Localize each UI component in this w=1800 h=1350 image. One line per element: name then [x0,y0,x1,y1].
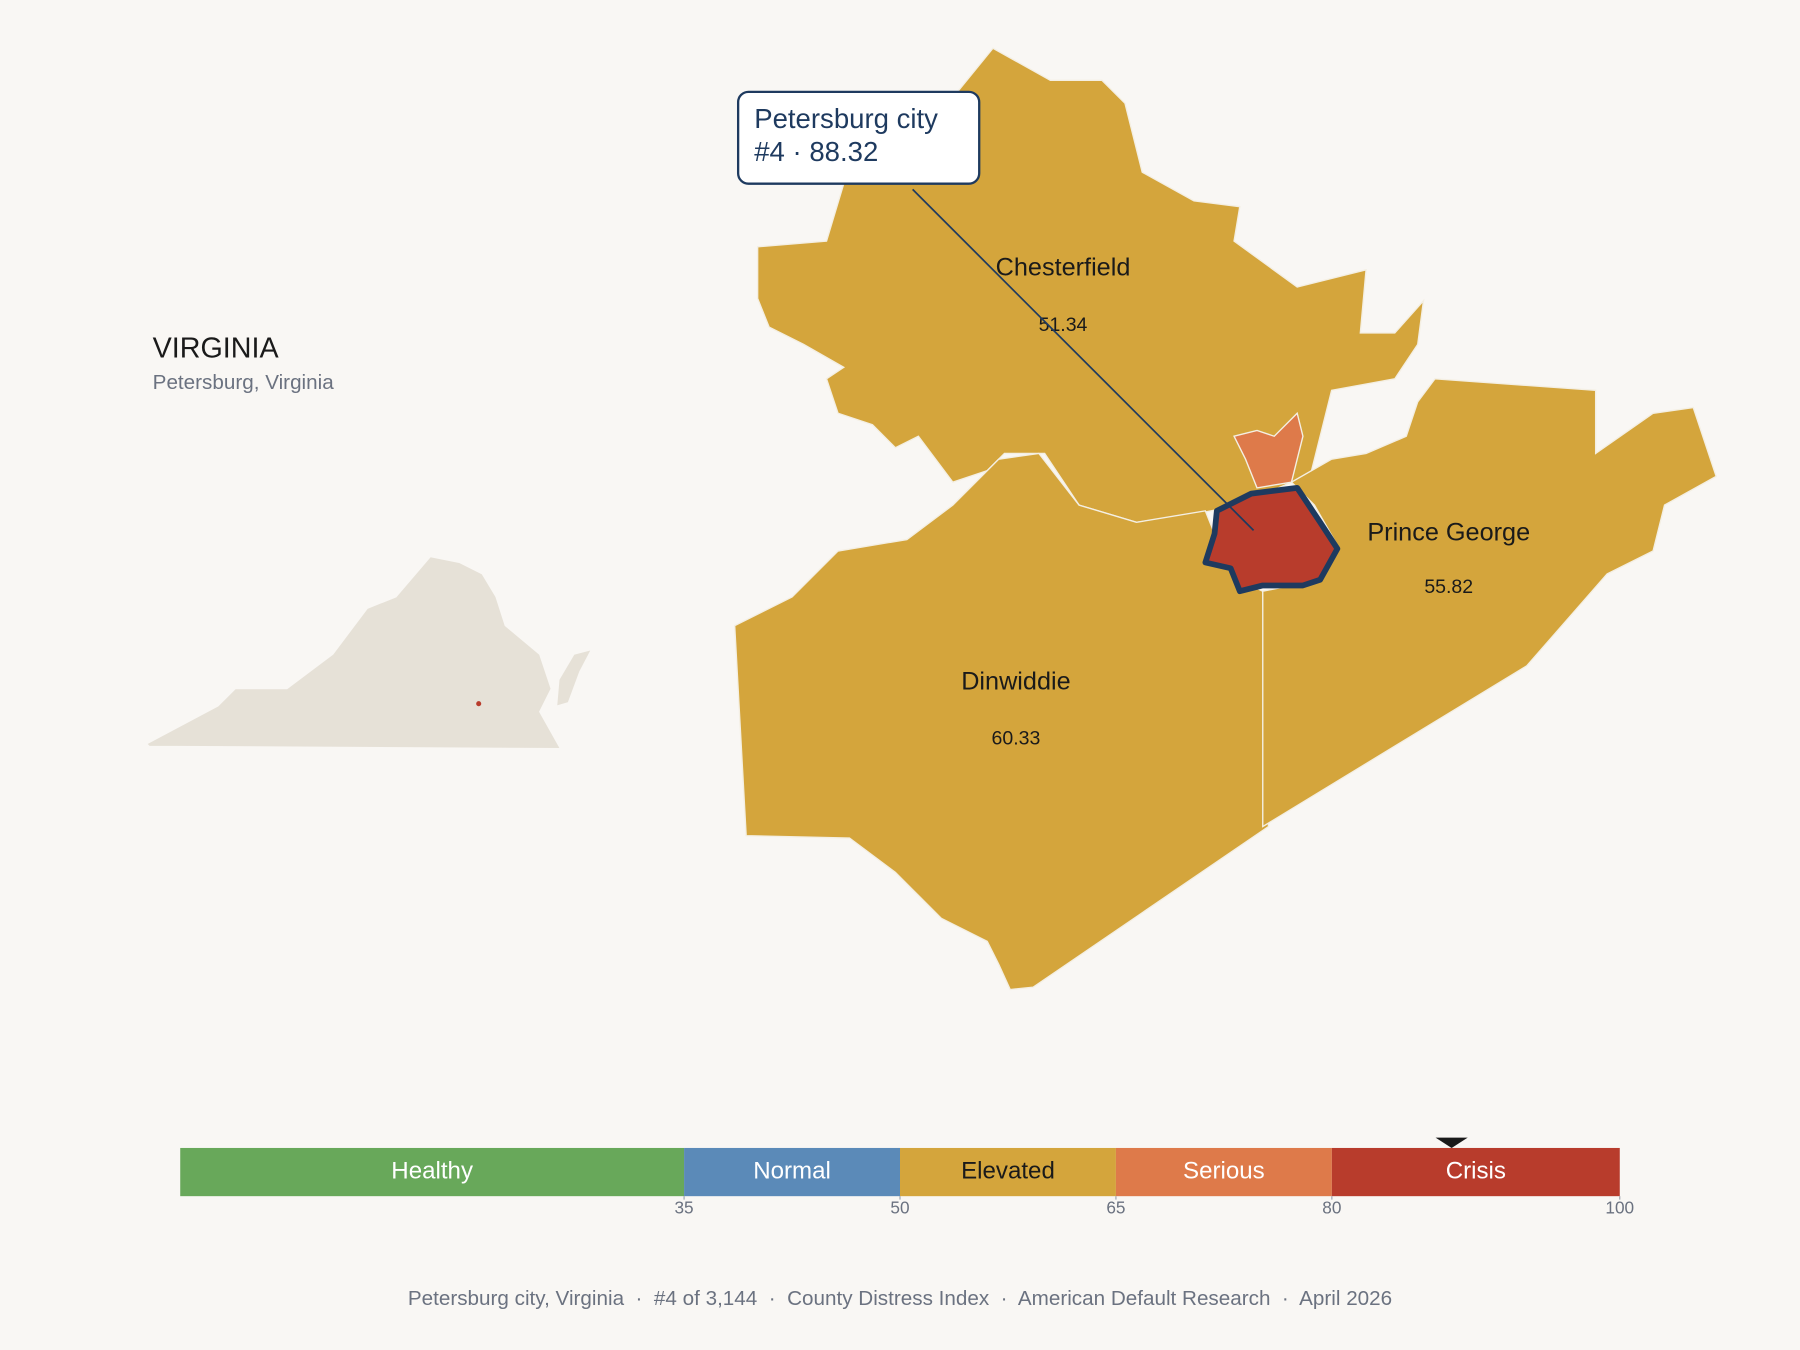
tick-label: 35 [674,1197,693,1217]
legend-label: Normal [753,1157,831,1184]
callout-detail: #4 · 88.32 [754,136,878,167]
tick-label: 50 [890,1197,909,1217]
legend-label: Healthy [391,1157,473,1184]
county-name: Chesterfield [996,253,1131,281]
footer: Petersburg city, Virginia · #4 of 3,144 … [408,1287,1392,1310]
county-value: 60.33 [992,727,1041,749]
legend-segment [180,1147,685,1197]
legend-label: Serious [1183,1157,1265,1184]
state-title: VIRGINIA [153,333,280,365]
legend-segment [1331,1147,1620,1197]
tick-label: 65 [1106,1197,1125,1217]
state-minimap [146,556,593,749]
legend-segment [1115,1147,1332,1197]
county-value: 55.82 [1424,576,1473,598]
subtitle: Petersburg, Virginia [153,371,335,394]
county-value: 51.34 [1039,314,1088,336]
legend-label: Crisis [1446,1157,1506,1184]
score-marker [1435,1137,1468,1148]
county-shape [733,452,1270,991]
tick-label: 80 [1322,1197,1341,1217]
callout-leader [912,188,1255,531]
legend-segment [900,1147,1116,1197]
legend-segment [684,1147,900,1197]
selected-city-shape[interactable] [1202,485,1341,595]
county-name: Dinwiddie [961,668,1070,696]
city-shape [1233,411,1304,489]
legend-label: Elevated [961,1157,1055,1184]
county-map [733,47,1718,991]
callout-name: Petersburg city [754,103,938,134]
tick-label: 100 [1605,1197,1634,1217]
county-name: Prince George [1367,518,1530,546]
callout-box [736,90,981,185]
